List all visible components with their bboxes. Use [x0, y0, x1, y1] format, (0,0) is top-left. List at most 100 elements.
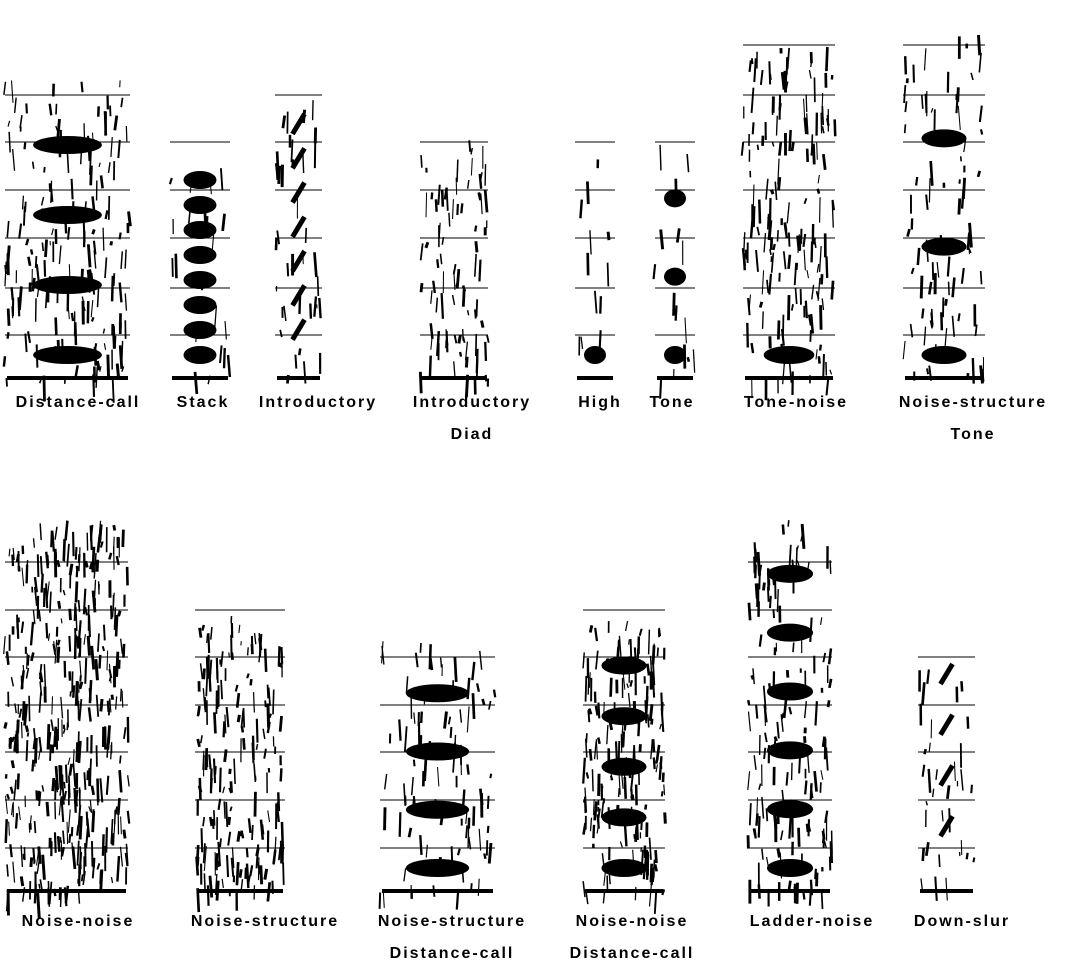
noise-stroke: [46, 239, 47, 257]
harmonic: [767, 565, 813, 583]
noise-stroke: [32, 760, 33, 772]
noise-stroke: [596, 651, 598, 670]
noise-stroke: [28, 732, 29, 736]
baseline-noise: [657, 376, 693, 380]
noise-stroke: [430, 658, 431, 670]
noise-stroke: [777, 589, 778, 612]
noise-stroke: [436, 199, 437, 212]
noise-stroke: [77, 742, 78, 762]
noise-stroke: [451, 727, 452, 738]
noise-stroke: [59, 601, 60, 609]
noise-stroke: [4, 356, 5, 366]
noise-stroke: [5, 722, 6, 728]
noise-stroke: [247, 674, 248, 679]
noise-stroke: [77, 825, 78, 835]
noise-stroke: [268, 685, 269, 699]
noise-stroke: [821, 617, 822, 625]
harmonic: [767, 800, 813, 818]
noise-stroke: [48, 881, 49, 907]
noise-stroke: [439, 223, 440, 238]
noise-stroke: [228, 832, 230, 846]
noise-stroke: [773, 609, 774, 618]
noise-stroke: [489, 843, 491, 863]
noise-stroke: [260, 634, 261, 657]
noise-stroke: [457, 889, 458, 910]
noise-stroke: [211, 769, 212, 794]
noise-stroke: [748, 771, 750, 790]
noise-stroke: [479, 260, 480, 282]
noise-stroke: [211, 627, 212, 640]
noise-stroke: [477, 349, 478, 373]
noise-stroke: [221, 168, 222, 190]
noise-stroke: [635, 887, 636, 900]
noise-stroke: [217, 881, 218, 901]
noise-stroke: [416, 653, 418, 667]
noise-stroke: [216, 853, 217, 870]
noise-stroke: [784, 698, 786, 718]
noise-stroke: [806, 301, 807, 319]
noise-stroke: [457, 269, 459, 289]
noise-stroke: [455, 657, 456, 682]
noise-stroke: [953, 278, 955, 298]
harmonic: [664, 189, 686, 207]
noise-stroke: [752, 88, 754, 113]
noise-stroke: [742, 142, 743, 156]
panel-label: Noise-noise: [576, 913, 689, 930]
noise-stroke: [68, 307, 69, 319]
noise-stroke: [208, 885, 209, 906]
harmonic: [921, 129, 966, 147]
harmonic: [921, 238, 966, 256]
noise-stroke: [268, 704, 269, 728]
noise-stroke: [949, 282, 950, 295]
noise-stroke: [314, 252, 316, 277]
noise-stroke: [50, 744, 51, 761]
noise-stroke: [203, 817, 204, 826]
noise-stroke: [66, 765, 67, 783]
noise-stroke: [170, 178, 172, 184]
noise-stroke: [119, 611, 121, 616]
noise-stroke: [820, 345, 821, 351]
noise-stroke: [922, 308, 923, 318]
noise-stroke: [96, 367, 97, 388]
harmonic: [406, 684, 469, 702]
noise-stroke: [449, 717, 450, 725]
harmonic: [184, 321, 217, 339]
noise-stroke: [399, 719, 400, 740]
noise-stroke: [100, 870, 101, 883]
noise-stroke: [210, 675, 211, 692]
noise-stroke: [804, 198, 806, 203]
noise-stroke: [35, 821, 36, 833]
noise-stroke: [608, 263, 609, 287]
spectrogram: [195, 610, 285, 912]
harmonic: [664, 346, 686, 364]
panel-label: Noise-structure: [899, 394, 1047, 411]
noise-stroke: [820, 782, 821, 792]
noise-stroke: [116, 696, 117, 709]
noise-stroke: [430, 356, 431, 378]
noise-stroke: [604, 873, 605, 886]
noise-stroke: [787, 202, 789, 223]
noise-stroke: [251, 679, 252, 685]
noise-stroke: [764, 748, 765, 759]
noise-stroke: [647, 686, 648, 704]
noise-stroke: [206, 675, 207, 697]
noise-stroke: [933, 789, 934, 797]
noise-stroke: [224, 801, 225, 818]
noise-stroke: [12, 555, 13, 566]
noise-stroke: [749, 295, 750, 312]
noise-stroke: [660, 145, 661, 171]
noise-stroke: [97, 863, 99, 869]
noise-stroke: [757, 797, 758, 816]
noise-stroke: [72, 827, 73, 836]
noise-stroke: [766, 179, 768, 200]
noise-stroke: [749, 712, 751, 732]
noise-stroke: [404, 868, 406, 881]
noise-stroke: [607, 725, 608, 744]
noise-stroke: [835, 119, 836, 136]
noise-stroke: [69, 834, 70, 843]
noise-stroke: [583, 881, 585, 897]
noise-stroke: [767, 280, 768, 293]
noise-stroke: [273, 690, 274, 715]
harmonic: [33, 276, 102, 294]
noise-stroke: [750, 803, 751, 825]
